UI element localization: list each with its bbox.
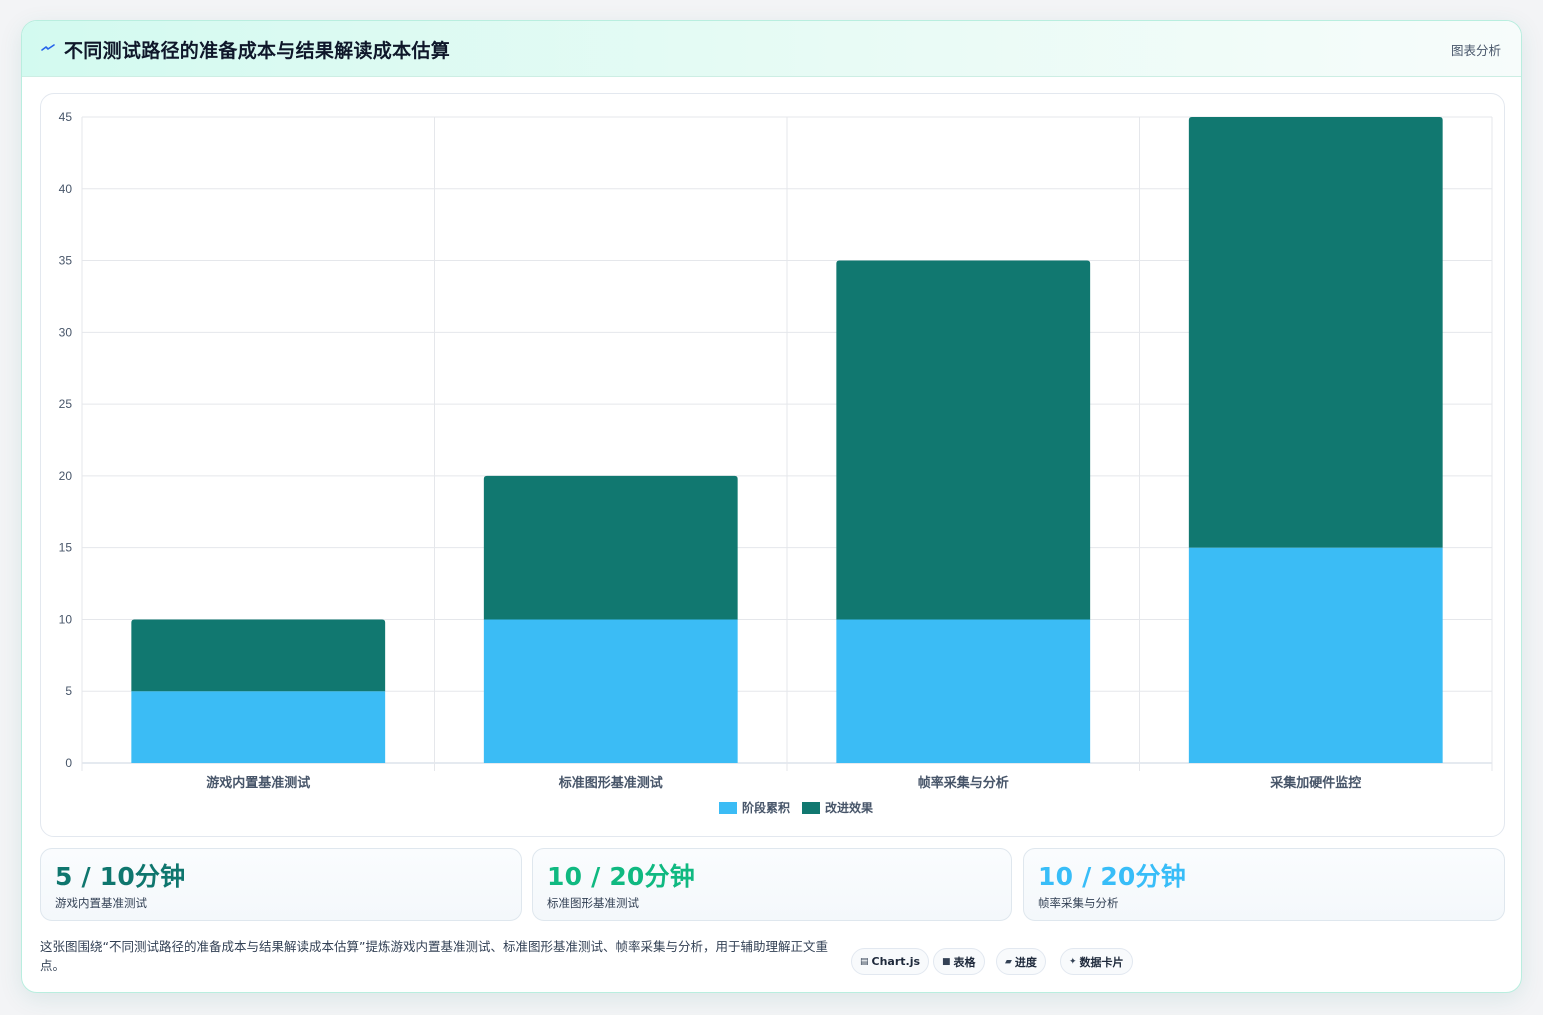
y-tick-label: 40: [59, 182, 73, 196]
chart-panel: 0 5 10 15 20 25 30 35 40 45 游戏内置基准测试 标准图形基准测试 帧率采集与分…: [40, 93, 1505, 837]
chart-card: 不同测试路径的准备成本与结果解读成本估算 图表分析 0 5 10 15 20 25 30 35…: [21, 20, 1522, 993]
pill-data-card[interactable]: ✦ 数据卡片: [1060, 948, 1133, 975]
pill-progress[interactable]: ▰ 进度: [996, 948, 1046, 975]
bar-segment: [483, 619, 738, 763]
trend-icon: [41, 44, 55, 51]
pill-label: 表格: [953, 955, 976, 969]
x-tick-label: 标准图形基准测试: [558, 775, 663, 790]
y-tick-label: 5: [65, 684, 72, 698]
card-header: 不同测试路径的准备成本与结果解读成本估算 图表分析: [22, 21, 1521, 77]
pill-label: 数据卡片: [1079, 955, 1124, 969]
table-icon: ■: [942, 956, 951, 967]
x-tick-label: 帧率采集与分析: [918, 775, 1009, 790]
bar-segment: [483, 475, 738, 620]
bar-segment: [1188, 117, 1443, 548]
bar-segment: [836, 260, 1091, 620]
page-title: 不同测试路径的准备成本与结果解读成本估算: [64, 40, 451, 62]
pill-label: Chart.js: [871, 955, 921, 968]
y-tick-label: 25: [59, 397, 73, 411]
stat-label: 游戏内置基准测试: [55, 896, 147, 910]
stat-value: 5 / 10分钟: [55, 862, 186, 891]
progress-icon: ▰: [1005, 956, 1012, 967]
pill-label: 进度: [1014, 955, 1037, 969]
y-tick-label: 35: [59, 254, 73, 268]
x-tick-label: 游戏内置基准测试: [206, 775, 310, 790]
pill-chartjs[interactable]: ▤ Chart.js: [851, 948, 930, 975]
y-tick-label: 45: [59, 110, 73, 124]
y-tick-label: 30: [59, 325, 73, 339]
bar-segment: [131, 691, 386, 763]
stat-value: 10 / 20分钟: [547, 862, 695, 891]
stat-label: 标准图形基准测试: [547, 896, 639, 910]
y-tick-label: 10: [59, 612, 73, 626]
legend-label: 阶段累积: [742, 800, 790, 815]
bar-segment: [836, 619, 1091, 763]
sparkle-icon: ✦: [1069, 956, 1077, 967]
bar-segment: [131, 619, 386, 692]
chart-description: 这张图围绕“不同测试路径的准备成本与结果解读成本估算”提炼游戏内置基准测试、标准…: [40, 939, 828, 973]
header-tag: 图表分析: [1450, 43, 1501, 58]
legend-label: 改进效果: [825, 800, 873, 815]
x-tick-label: 采集加硬件监控: [1269, 775, 1361, 790]
stat-card-2: 10 / 20分钟 标准图形基准测试: [532, 848, 1012, 921]
stat-card-1: 5 / 10分钟 游戏内置基准测试: [40, 848, 522, 921]
chart-icon: ▤: [860, 956, 869, 967]
bar-segment: [1188, 547, 1443, 763]
y-tick-label: 15: [59, 541, 73, 555]
stat-label: 帧率采集与分析: [1038, 896, 1119, 910]
y-tick-label: 20: [59, 469, 73, 483]
stat-card-3: 10 / 20分钟 帧率采集与分析: [1023, 848, 1505, 921]
y-tick-label: 0: [65, 756, 72, 770]
stat-value: 10 / 20分钟: [1038, 862, 1186, 891]
legend-swatch: [719, 802, 737, 814]
pill-table[interactable]: ■ 表格: [933, 948, 985, 975]
legend-swatch: [802, 802, 820, 814]
stacked-bar-chart: 0 5 10 15 20 25 30 35 40 45 游戏内置基准测试 标准图形基准测试 帧率采集与分…: [59, 110, 1493, 815]
